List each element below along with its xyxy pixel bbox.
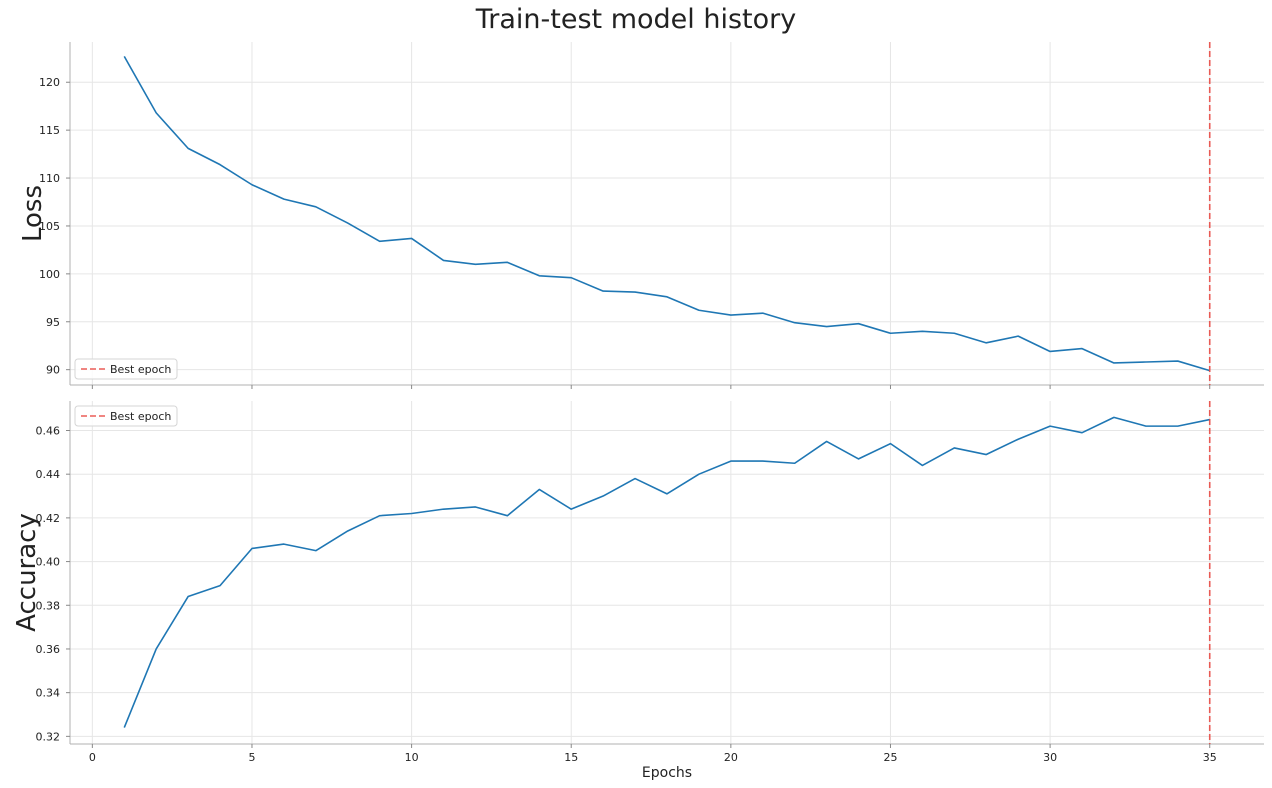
x-tick-label: 30	[1043, 751, 1057, 764]
y-tick-label: 0.34	[36, 687, 61, 700]
y-axis-label: Loss	[18, 185, 48, 242]
y-tick-label: 0.40	[36, 556, 61, 569]
y-tick-label: 0.44	[36, 468, 61, 481]
x-tick-label: 0	[89, 751, 96, 764]
legend: Best epoch	[74, 405, 178, 427]
legend-label: Best epoch	[110, 363, 171, 376]
y-tick-label: 105	[39, 220, 60, 233]
y-tick-label: 0.46	[36, 424, 61, 437]
x-axis-label: Epochs	[642, 765, 692, 781]
y-tick-label: 0.38	[36, 599, 61, 612]
y-tick-label: 0.42	[36, 512, 61, 525]
y-axis-label: Accuracy	[12, 513, 42, 632]
legend: Best epoch	[74, 358, 178, 380]
x-tick-label: 10	[405, 751, 419, 764]
x-tick-label: 5	[248, 751, 255, 764]
legend-label: Best epoch	[110, 410, 171, 423]
series-line	[123, 416, 1210, 728]
legend-box	[74, 358, 178, 380]
x-tick-label: 15	[564, 751, 578, 764]
figure-title: Train-test model history	[475, 4, 797, 35]
y-tick-label: 0.32	[36, 730, 61, 743]
x-tick-label: 20	[724, 751, 738, 764]
y-tick-label: 115	[39, 124, 60, 137]
y-tick-label: 0.36	[36, 643, 61, 656]
x-tick-label: 35	[1203, 751, 1217, 764]
x-tick-label: 25	[883, 751, 897, 764]
accuracy-panel: 0.32 0.34 0.36 0.38 0.40 0.42 0.44 0.46 0 5 10 15 20…	[12, 401, 1264, 781]
y-tick-label: 95	[46, 316, 60, 329]
legend-box	[74, 405, 178, 427]
y-tick-label: 120	[39, 76, 60, 89]
series-line	[123, 55, 1210, 372]
y-tick-label: 110	[39, 172, 60, 185]
loss-panel: 90 95 100 105 110 115 120 Loss Best epoch	[18, 42, 1264, 389]
y-tick-label: 90	[46, 364, 60, 377]
y-tick-label: 100	[39, 268, 60, 281]
